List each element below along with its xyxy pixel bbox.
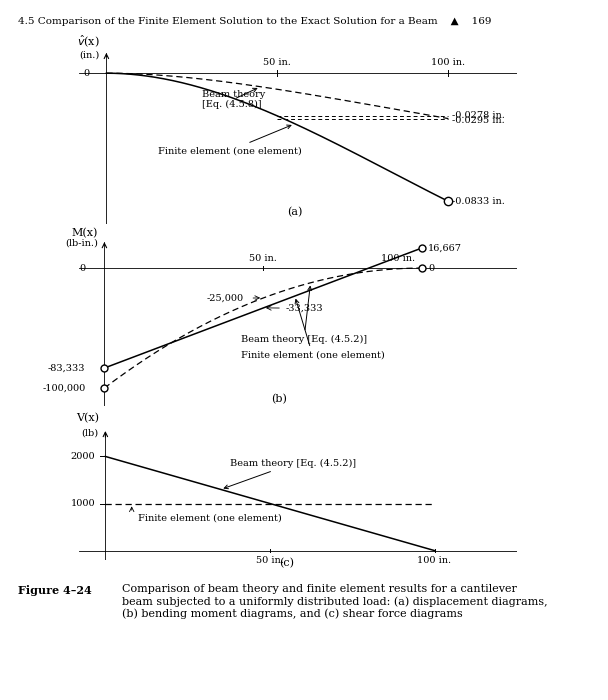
Text: Beam theory [Eq. (4.5.2)]: Beam theory [Eq. (4.5.2)] xyxy=(241,286,367,344)
Text: Comparison of beam theory and finite element results for a cantilever
beam subje: Comparison of beam theory and finite ele… xyxy=(122,584,547,619)
Text: Finite element (one element): Finite element (one element) xyxy=(157,125,302,155)
Text: 0: 0 xyxy=(79,264,85,272)
Text: (a): (a) xyxy=(287,206,302,217)
Text: Finite element (one element): Finite element (one element) xyxy=(138,514,282,523)
Text: 0: 0 xyxy=(428,264,434,272)
Text: Beam theory
[Eq. (4.5.8)]: Beam theory [Eq. (4.5.8)] xyxy=(202,88,266,109)
Text: -0.0278 in.: -0.0278 in. xyxy=(452,111,505,120)
Text: -0.0833 in.: -0.0833 in. xyxy=(452,197,505,206)
Text: (lb-in.): (lb-in.) xyxy=(65,239,98,248)
Text: (lb): (lb) xyxy=(81,428,98,438)
Text: 1000: 1000 xyxy=(71,499,95,508)
Text: -100,000: -100,000 xyxy=(42,384,85,393)
Text: Beam theory [Eq. (4.5.2)]: Beam theory [Eq. (4.5.2)] xyxy=(224,458,356,489)
Text: 2000: 2000 xyxy=(71,452,95,461)
Text: (c): (c) xyxy=(279,558,294,568)
Text: -25,000: -25,000 xyxy=(207,293,244,302)
Text: 0: 0 xyxy=(83,69,89,78)
Text: 50 in.: 50 in. xyxy=(249,253,277,262)
Text: $\hat{v}$(x): $\hat{v}$(x) xyxy=(77,33,100,48)
Text: 4.5 Comparison of the Finite Element Solution to the Exact Solution for a Beam  : 4.5 Comparison of the Finite Element Sol… xyxy=(18,18,492,27)
Text: 100 in.: 100 in. xyxy=(418,556,452,565)
Text: (b): (b) xyxy=(271,394,287,405)
Text: Figure 4–24: Figure 4–24 xyxy=(18,584,92,596)
Text: -33,333: -33,333 xyxy=(285,304,323,313)
Text: M(x): M(x) xyxy=(72,228,98,238)
Text: 100 in.: 100 in. xyxy=(431,58,466,67)
Text: (in.): (in.) xyxy=(79,50,100,60)
Text: 50 in.: 50 in. xyxy=(256,556,284,565)
Text: 16,667: 16,667 xyxy=(428,244,462,253)
Text: 100 in.: 100 in. xyxy=(381,253,415,262)
Text: 50 in.: 50 in. xyxy=(263,58,291,67)
Text: -0.0295 in.: -0.0295 in. xyxy=(452,116,505,125)
Text: V(x): V(x) xyxy=(76,413,98,424)
Text: -83,333: -83,333 xyxy=(48,363,85,372)
Text: Finite element (one element): Finite element (one element) xyxy=(241,300,385,360)
